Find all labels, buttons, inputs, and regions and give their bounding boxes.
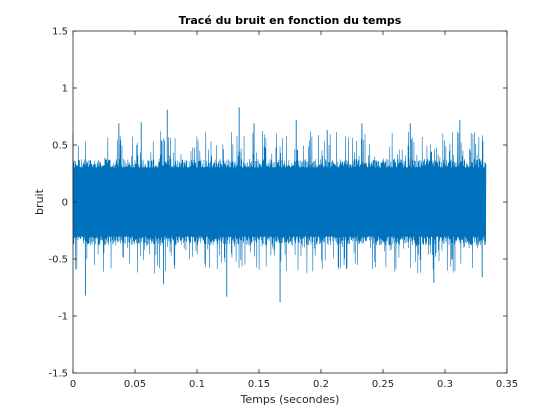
y-tick-label: -1.5 xyxy=(48,369,68,380)
y-tick-label: 1.5 xyxy=(52,27,68,38)
noise-series-core xyxy=(73,167,486,237)
x-tick-label: 0.3 xyxy=(437,379,453,390)
x-tick-label: 0.2 xyxy=(313,379,329,390)
chart-title: Tracé du bruit en fonction du temps xyxy=(179,14,402,27)
y-tick-label: -1 xyxy=(58,312,68,323)
x-tick-label: 0.15 xyxy=(248,379,270,390)
x-axis-label: Temps (secondes) xyxy=(240,393,340,406)
x-ticks: 0 0.05 0.1 0.15 0.2 0.25 0.3 0.35 xyxy=(70,31,518,390)
x-tick-label: 0.1 xyxy=(189,379,205,390)
x-tick-label: 0 xyxy=(70,379,76,390)
y-tick-label: -0.5 xyxy=(48,255,68,266)
y-axis-label: bruit xyxy=(33,188,46,215)
y-ticks: -1.5 -1 -0.5 0 0.5 1 1.5 xyxy=(48,27,507,380)
x-tick-label: 0.35 xyxy=(496,379,518,390)
series-layer xyxy=(72,107,487,303)
x-tick-label: 0.05 xyxy=(124,379,146,390)
y-tick-label: 0 xyxy=(62,198,68,209)
y-tick-label: 0.5 xyxy=(52,141,68,152)
x-tick-label: 0.25 xyxy=(372,379,394,390)
y-tick-label: 1 xyxy=(62,84,68,95)
